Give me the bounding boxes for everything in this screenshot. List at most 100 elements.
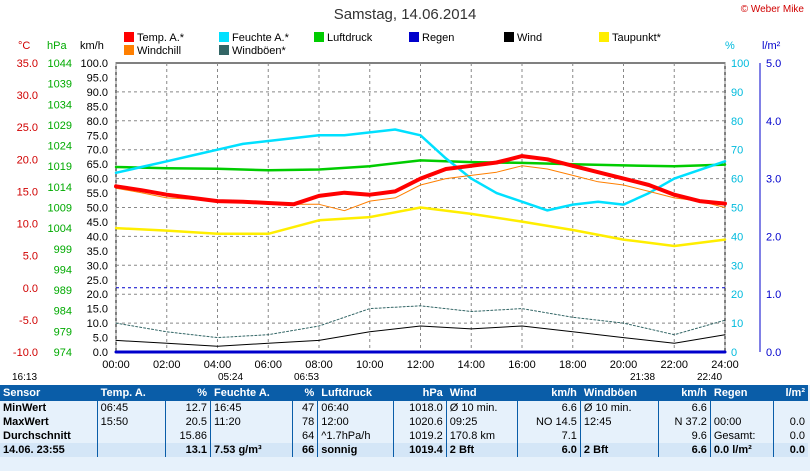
wind-tick-label: 5.0	[93, 333, 108, 345]
stats-cell: 09:25	[445, 415, 518, 429]
stats-cell: km/h	[517, 385, 581, 401]
x-tick-label: 16:00	[508, 359, 536, 371]
humidity-tick-label: 50	[731, 203, 743, 215]
wind-tick-label: 60.0	[87, 174, 108, 186]
humidity-tick-label: 30	[731, 260, 743, 272]
wind-tick-label: 20.0	[87, 289, 108, 301]
x-tick-label: 10:00	[356, 359, 384, 371]
rain-tick-label: 4.0	[766, 116, 781, 128]
humidity-tick-label: 40	[731, 231, 743, 243]
stats-cell: 6.6	[658, 443, 711, 457]
stats-cell	[209, 429, 293, 443]
stats-cell: km/h	[658, 385, 711, 401]
pressure-tick-label: 1034	[48, 99, 72, 111]
stats-cell: 11:20	[209, 415, 293, 429]
stats-cell: Feuchte A.	[209, 385, 293, 401]
stats-cell: l/m²	[773, 385, 808, 401]
stats-cell: 2 Bft	[445, 443, 518, 457]
pressure-tick-label: 1004	[48, 223, 72, 235]
stats-cell: sonnig	[317, 443, 394, 457]
x-tick-label: 12:00	[407, 359, 435, 371]
x-tick-label: 04:00	[204, 359, 232, 371]
copyright: © Weber Mike	[740, 4, 804, 15]
wind-tick-label: 85.0	[87, 101, 108, 113]
wind-tick-label: 70.0	[87, 145, 108, 157]
stats-cell: 06:45	[96, 401, 166, 415]
x-tick-label: 02:00	[153, 359, 181, 371]
stats-cell: hPa	[392, 385, 447, 401]
pressure-tick-label: 1029	[48, 120, 72, 132]
stats-cell: 12.7	[164, 401, 211, 415]
wind-tick-label: 100.0	[80, 58, 108, 70]
humidity-tick-label: 100	[731, 58, 749, 70]
stats-cell: 170.8 km	[445, 429, 518, 443]
legend-swatch	[219, 32, 229, 42]
stats-cell: %	[164, 385, 211, 401]
stats-row: MaxWert 15:50 20.5 11:20 78 12:00 1020.6 09:25 N…	[0, 415, 808, 429]
pressure-tick-label: 1024	[48, 141, 72, 153]
wind-tick-label: 30.0	[87, 260, 108, 272]
stats-cell: %	[292, 385, 318, 401]
temp-tick-label: -10.0	[13, 347, 38, 359]
stats-cell: 6.6	[658, 401, 711, 415]
time-event-sunset: 21:38	[630, 372, 656, 383]
wind-tick-label: 95.0	[87, 72, 108, 84]
stats-cell: 15.86	[164, 429, 211, 443]
wind-tick-label: 10.0	[87, 318, 108, 330]
stats-cell: 78	[292, 415, 318, 429]
legend-swatch	[124, 32, 134, 42]
stats-cell	[579, 429, 659, 443]
legend-label: Luftdruck	[327, 32, 373, 44]
stats-cell: 64	[292, 429, 318, 443]
stats-cell: Durchschnitt	[3, 430, 71, 442]
stats-cell: 0.0	[773, 415, 808, 429]
pressure-tick-label: 1014	[48, 182, 72, 194]
wind-tick-label: 0.0	[93, 347, 108, 359]
stats-cell: 2 Bft	[579, 443, 659, 457]
series-line-taupunkt	[114, 206, 727, 248]
temp-tick-label: 0.0	[23, 283, 38, 295]
stats-cell: 20.5	[164, 415, 211, 429]
temp-tick-label: 20.0	[17, 154, 38, 166]
wind-tick-label: 75.0	[87, 130, 108, 142]
stats-panel: Sensor Temp. A.% Feuchte A.% Luftdruck hPa Wi…	[0, 385, 810, 471]
pressure-tick-label: 999	[54, 244, 72, 256]
stats-cell: Regen	[709, 385, 774, 401]
stats-cell: 9.6	[658, 429, 711, 443]
x-tick-label: 00:00	[102, 359, 130, 371]
pressure-tick-label: 979	[54, 326, 72, 338]
stats-cell	[709, 401, 774, 415]
legend-label: Wind	[517, 32, 543, 44]
x-tick-label: 18:00	[559, 359, 587, 371]
pressure-unit: hPa	[47, 40, 67, 52]
legend-item: Wind	[504, 32, 542, 44]
legend-label: Temp. A.*	[137, 32, 185, 44]
pressure-tick-label: 1019	[48, 161, 72, 173]
series-line-windben	[115, 305, 726, 339]
temp-tick-label: 15.0	[17, 186, 38, 198]
rain-unit: l/m²	[762, 40, 781, 52]
stats-cell	[96, 443, 166, 457]
temp-tick-label: 5.0	[23, 251, 38, 263]
temp-tick-label: -5.0	[19, 315, 38, 327]
stats-cell: 1019.2	[392, 429, 447, 443]
stats-table: Sensor Temp. A.% Feuchte A.% Luftdruck hPa Wi…	[0, 385, 808, 457]
time-event-sunrise: 05:24	[218, 372, 244, 383]
legend-label: Feuchte A.*	[232, 32, 289, 44]
stats-cell: MinWert	[3, 402, 47, 414]
stats-cell: Ø 10 min.	[445, 401, 518, 415]
pressure-tick-label: 984	[54, 306, 72, 318]
stats-cell	[773, 401, 808, 415]
pressure-tick-label: 989	[54, 285, 72, 297]
weather-chart: 00:00 02:00 04:00 06:00 08:00 10:00 12:00 14:00…	[13, 58, 781, 371]
stats-cell: Temp. A.	[96, 385, 166, 401]
legend-swatch	[314, 32, 324, 42]
pressure-tick-label: 1044	[48, 58, 72, 70]
chart-title: Samstag, 14.06.2014	[333, 6, 477, 23]
stats-cell: 1018.0	[392, 401, 447, 415]
humidity-tick-label: 60	[731, 174, 743, 186]
stats-cell: Gesamt:	[709, 429, 774, 443]
stats-cell: 13.1	[164, 443, 211, 457]
legend-item: Taupunkt*	[599, 32, 661, 44]
stats-cell	[96, 429, 166, 443]
